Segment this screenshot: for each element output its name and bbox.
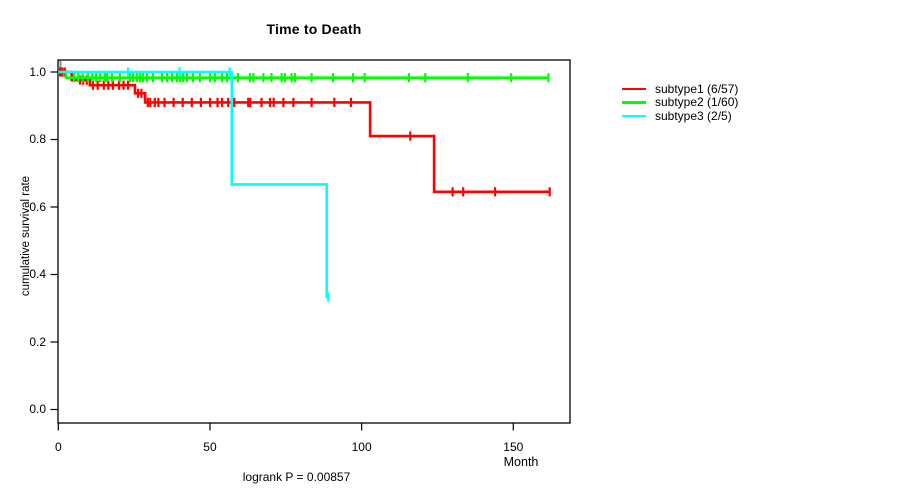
legend-label: subtype2 (1/60) xyxy=(655,95,739,110)
y-tick-label: 0.8 xyxy=(29,132,46,146)
x-axis-title: Month xyxy=(503,455,539,469)
x-tick-label: 50 xyxy=(203,440,217,454)
x-tick-label: 150 xyxy=(503,440,524,454)
x-tick-label: 100 xyxy=(351,440,372,454)
y-tick-label: 0.6 xyxy=(29,199,46,214)
survival-curve-1 xyxy=(58,70,551,194)
legend-line-swatch xyxy=(622,101,646,104)
chart-title: Time to Death xyxy=(266,21,362,37)
legend-item: subtype1 (6/57) xyxy=(622,82,738,96)
legend-line-swatch xyxy=(622,114,646,118)
y-tick-label: 0.4 xyxy=(29,267,46,281)
legend-item: subtype3 (2/5) xyxy=(622,109,738,123)
plot-border xyxy=(57,59,571,424)
legend-label: subtype1 (6/57) xyxy=(655,81,739,96)
legend-line-swatch xyxy=(622,87,646,91)
x-tick-label: 0 xyxy=(54,440,62,454)
logrank-annotation: logrank P = 0.00857 xyxy=(242,470,351,484)
legend: subtype1 (6/57) subtype2 (1/60) subtype3 (… xyxy=(622,82,738,123)
legend-item: subtype2 (1/60) xyxy=(622,95,739,110)
survival-curve-3 xyxy=(58,70,330,299)
legend-label: subtype3 (2/5) xyxy=(655,108,732,123)
y-tick-label: 1.0 xyxy=(29,64,46,79)
y-tick-label: 0.0 xyxy=(29,402,46,416)
y-tick-label: 0.2 xyxy=(29,334,46,349)
